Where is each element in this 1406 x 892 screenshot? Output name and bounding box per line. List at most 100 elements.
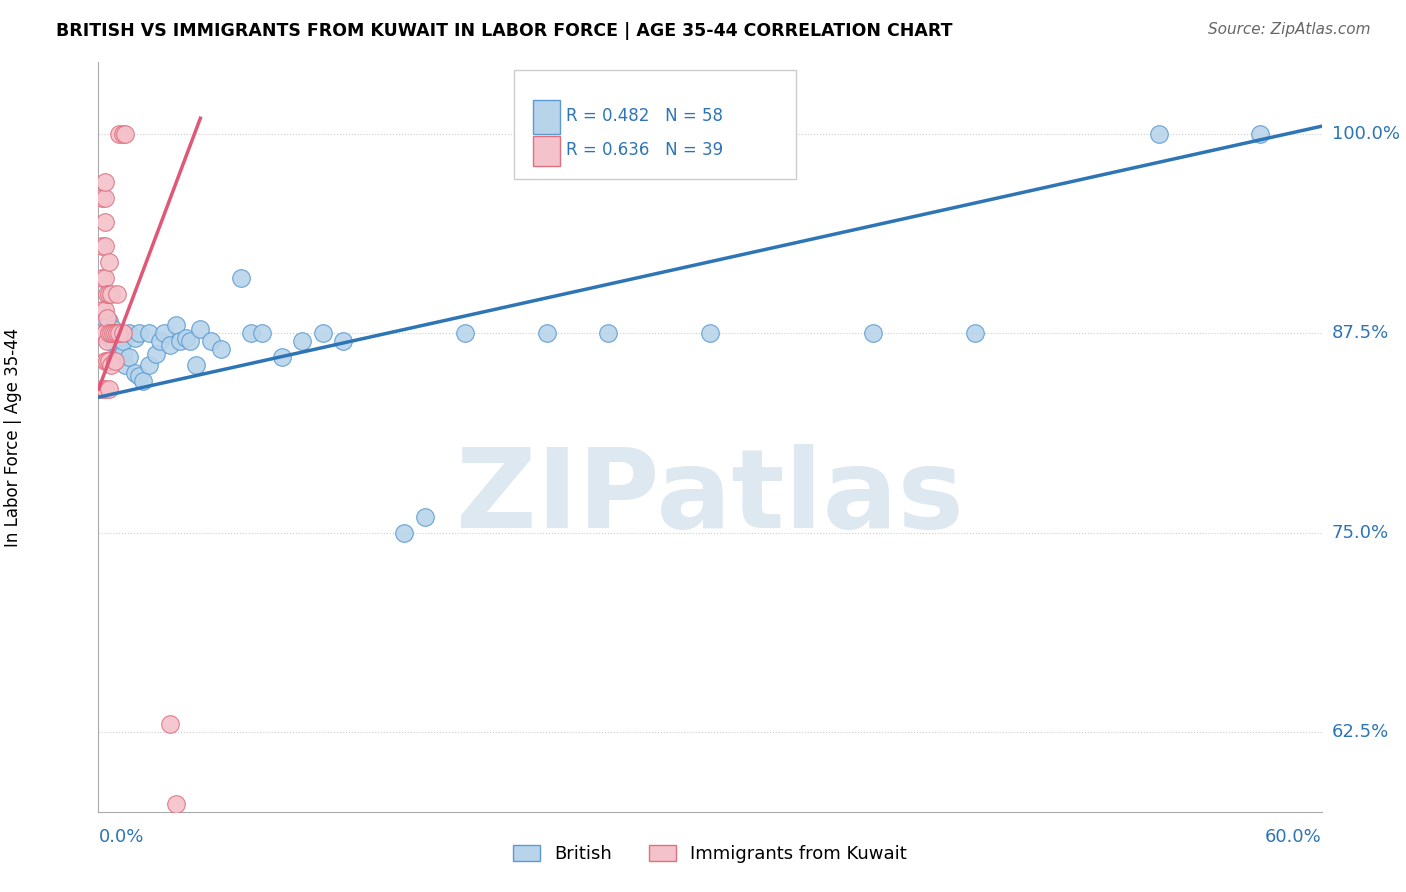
Point [1249, 127, 1271, 141]
Point [93, 270, 115, 285]
Point [105, 286, 128, 301]
Point [97, 314, 120, 328]
Point [862, 326, 884, 341]
Point [186, 359, 208, 373]
Point [108, 343, 131, 357]
Point [159, 337, 181, 351]
Point [93, 312, 115, 326]
Point [97, 286, 120, 301]
Point [240, 326, 263, 341]
Point [97, 326, 120, 341]
Point [93, 321, 115, 335]
Point [100, 286, 122, 301]
Text: 87.5%: 87.5% [1331, 325, 1389, 343]
Point [97, 321, 120, 335]
Point [91, 326, 114, 341]
Point [104, 353, 127, 368]
Point [291, 334, 314, 349]
Point [101, 326, 124, 341]
Point [104, 326, 127, 341]
Point [91, 191, 114, 205]
Point [250, 326, 273, 341]
Text: R = 0.482   N = 58: R = 0.482 N = 58 [565, 107, 723, 126]
Point [101, 321, 124, 335]
Point [111, 334, 134, 349]
Point [111, 326, 134, 341]
Point [104, 337, 127, 351]
Point [111, 127, 134, 141]
Point [174, 331, 197, 345]
Point [536, 326, 558, 341]
Point [111, 347, 134, 361]
Text: 0.0%: 0.0% [98, 828, 143, 846]
Point [97, 318, 120, 333]
Text: ZIPatlas: ZIPatlas [456, 443, 965, 550]
Point [454, 326, 477, 341]
Text: 60.0%: 60.0% [1265, 828, 1322, 846]
Point [93, 191, 115, 205]
Point [91, 239, 114, 253]
Point [93, 326, 115, 341]
Point [93, 302, 115, 317]
Point [91, 302, 114, 317]
Point [93, 326, 115, 341]
Point [118, 326, 141, 341]
Point [97, 353, 120, 368]
Text: 75.0%: 75.0% [1331, 524, 1389, 541]
Legend: British, Immigrants from Kuwait: British, Immigrants from Kuwait [506, 838, 914, 870]
Point [91, 270, 114, 285]
Point [96, 286, 118, 301]
Point [108, 127, 131, 141]
Point [138, 359, 160, 373]
Text: R = 0.636   N = 39: R = 0.636 N = 39 [565, 141, 723, 159]
Point [114, 127, 136, 141]
Point [93, 175, 115, 189]
Point [159, 717, 181, 731]
Point [97, 254, 120, 268]
Point [100, 326, 122, 341]
Point [413, 509, 436, 524]
Point [132, 374, 155, 388]
Text: 100.0%: 100.0% [1331, 125, 1400, 144]
Point [152, 326, 174, 341]
Point [108, 326, 131, 341]
Point [97, 382, 120, 396]
Point [598, 326, 620, 341]
Text: BRITISH VS IMMIGRANTS FROM KUWAIT IN LABOR FORCE | AGE 35-44 CORRELATION CHART: BRITISH VS IMMIGRANTS FROM KUWAIT IN LAB… [56, 22, 953, 40]
Point [118, 351, 141, 365]
Point [392, 525, 416, 540]
Point [124, 331, 146, 345]
Point [231, 270, 253, 285]
Point [965, 326, 987, 341]
Point [165, 318, 187, 333]
Point [105, 326, 128, 341]
Point [100, 359, 122, 373]
Point [93, 353, 115, 368]
Point [97, 326, 120, 341]
Point [169, 334, 191, 349]
Point [104, 326, 127, 341]
Point [149, 334, 172, 349]
Point [209, 343, 232, 357]
Point [312, 326, 335, 341]
Point [179, 334, 201, 349]
Point [332, 334, 354, 349]
Point [165, 797, 187, 811]
FancyBboxPatch shape [515, 70, 796, 178]
Point [188, 321, 212, 335]
Point [270, 351, 294, 365]
Point [1147, 127, 1170, 141]
Point [96, 310, 118, 325]
Point [93, 382, 115, 396]
Point [128, 326, 150, 341]
Text: Source: ZipAtlas.com: Source: ZipAtlas.com [1208, 22, 1371, 37]
Point [91, 382, 114, 396]
Text: In Labor Force | Age 35-44: In Labor Force | Age 35-44 [4, 327, 22, 547]
Point [93, 315, 115, 329]
Point [101, 334, 124, 349]
Point [93, 318, 115, 333]
Point [96, 334, 118, 349]
Point [699, 326, 721, 341]
Point [114, 359, 136, 373]
FancyBboxPatch shape [533, 100, 560, 134]
